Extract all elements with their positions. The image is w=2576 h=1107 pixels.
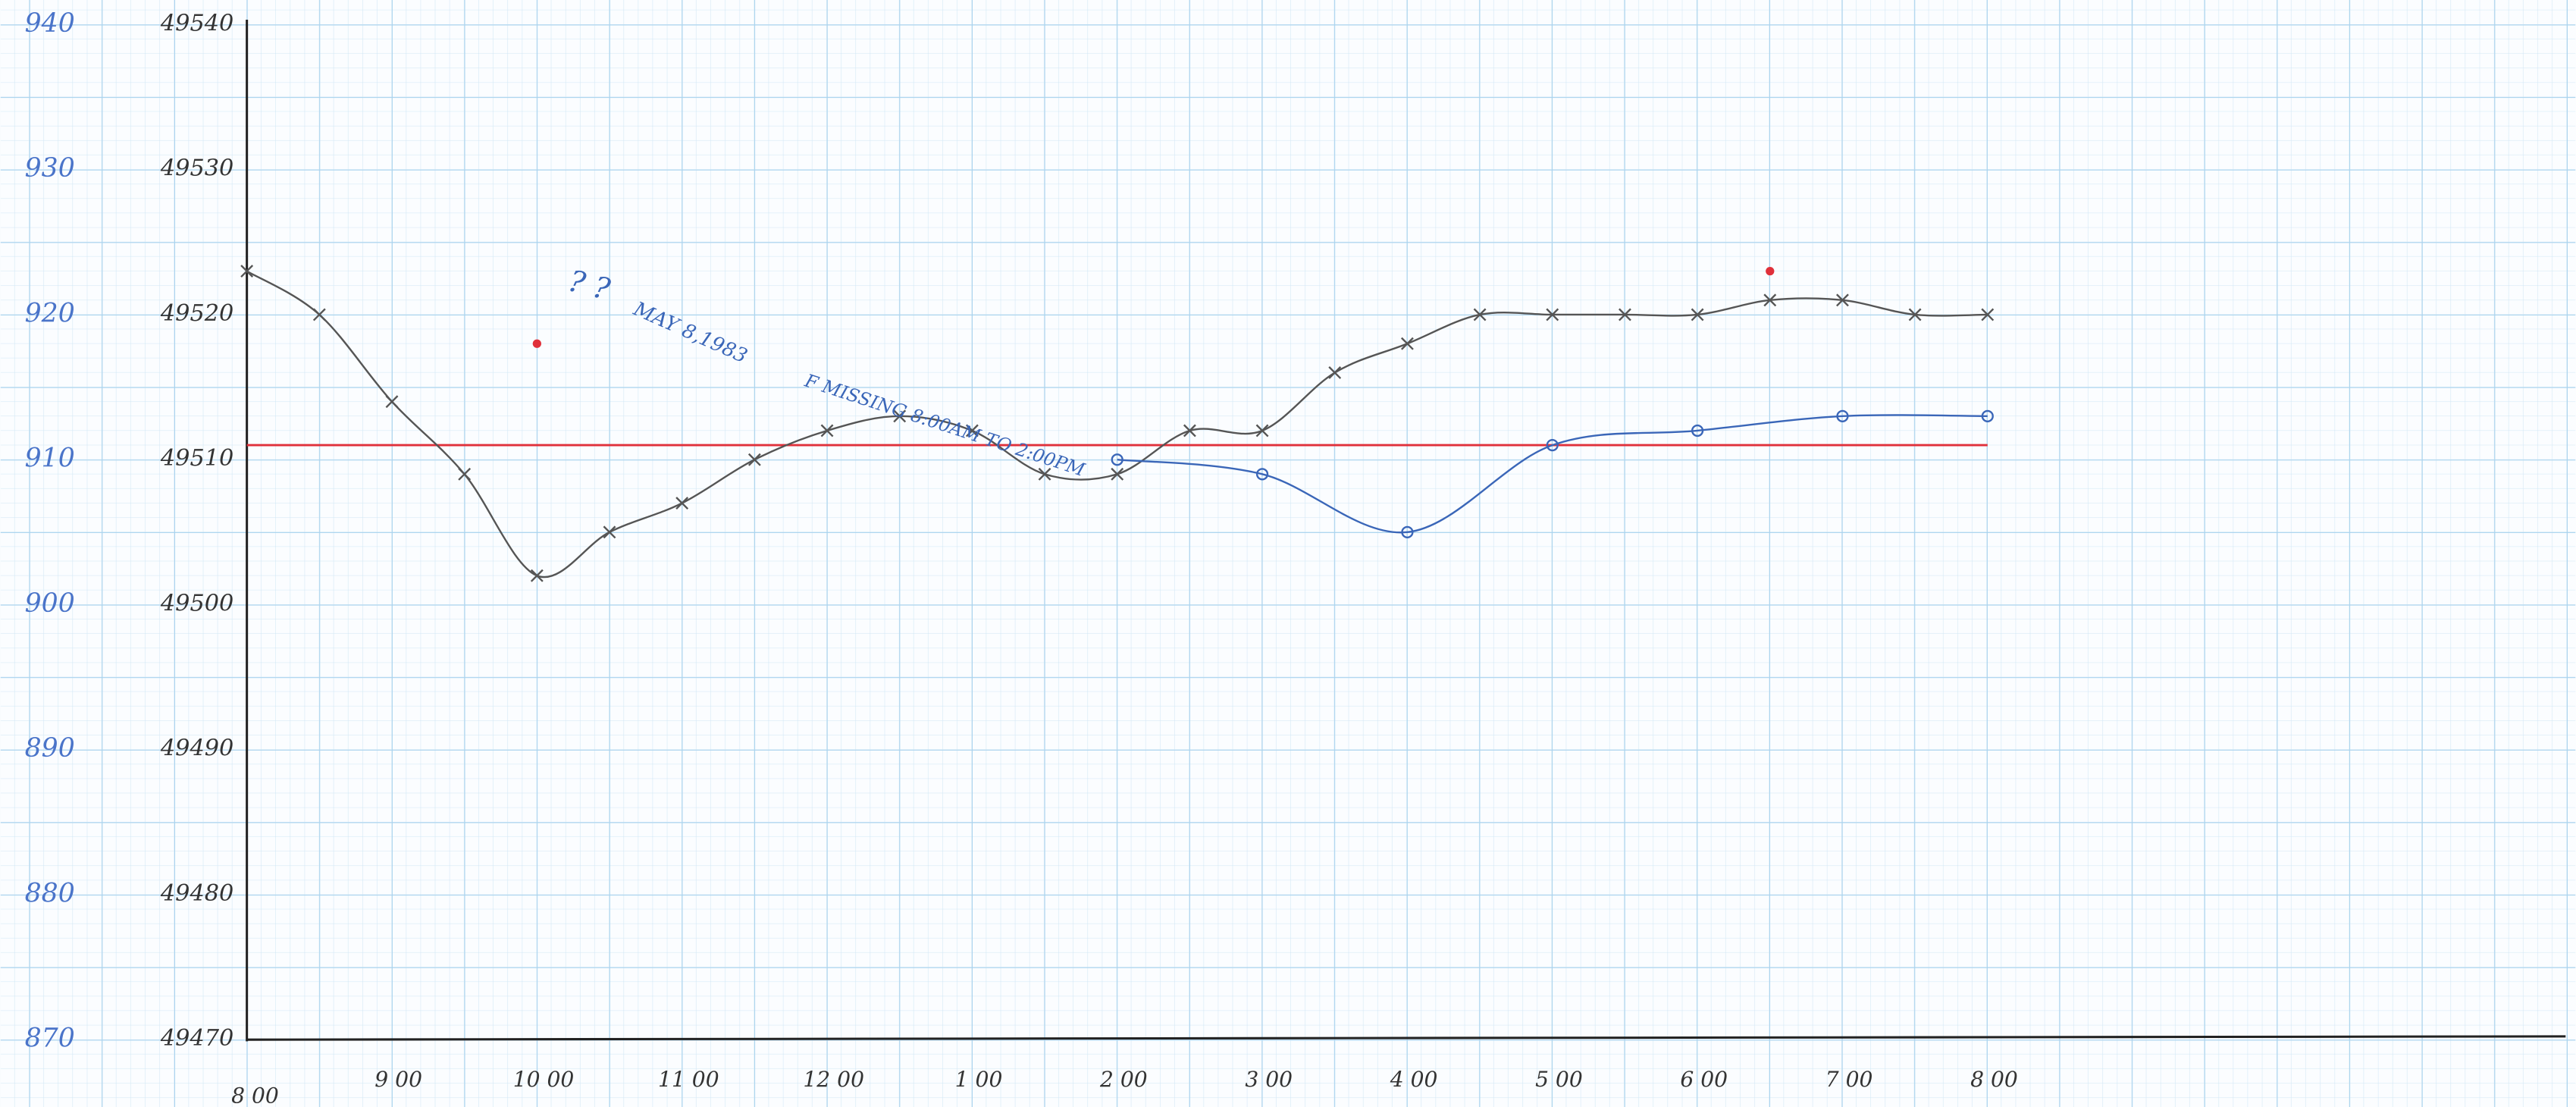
y2-tick-label: 880 (25, 878, 75, 908)
point-marker (1255, 424, 1269, 437)
y-tick-label: 49500 (160, 590, 233, 616)
red-dot (1766, 266, 1775, 276)
x-axis (246, 1035, 2566, 1041)
y2-tick-label: 930 (25, 153, 75, 183)
red-dot (532, 339, 541, 348)
x-tick-label: 8 00 (231, 1083, 279, 1107)
point-marker (240, 265, 254, 278)
point-marker (1691, 308, 1704, 321)
point-marker (1546, 308, 1559, 321)
y2-tick-label: 940 (25, 8, 75, 39)
x-tick-label: 5 00 (1535, 1067, 1583, 1092)
point-marker (1255, 468, 1269, 481)
point-marker (1473, 308, 1487, 321)
y-tick-label: 49470 (160, 1025, 233, 1052)
point-marker (1038, 467, 1051, 481)
x-tick-label: 3 00 (1245, 1067, 1293, 1092)
x-tick-label: 8 00 (1970, 1067, 2018, 1092)
x-tick-label: 12 00 (803, 1067, 864, 1092)
y2-tick-label: 900 (25, 588, 75, 619)
x-tick-label: 2 00 (1099, 1067, 1148, 1092)
y2-tick-label: 920 (25, 298, 75, 328)
point-marker (458, 467, 472, 481)
y2-tick-label: 910 (25, 444, 75, 474)
point-marker (1401, 525, 1414, 538)
x-tick-label: 7 00 (1825, 1067, 1873, 1092)
point-marker (603, 525, 616, 539)
y-tick-label: 49490 (160, 735, 233, 762)
point-marker (312, 308, 326, 321)
y-tick-label: 49540 (160, 10, 233, 36)
point-marker (1763, 293, 1777, 307)
point-marker (1981, 308, 1995, 321)
point-marker (1328, 366, 1342, 379)
point-marker (1836, 293, 1849, 307)
y-tick-label: 49480 (160, 880, 233, 907)
point-marker (1836, 409, 1849, 422)
point-marker (1619, 308, 1631, 321)
point-marker (385, 395, 399, 409)
point-marker (893, 409, 907, 423)
y-tick-label: 49510 (160, 445, 233, 472)
x-tick-label: 9 00 (374, 1067, 422, 1092)
y2-tick-label: 890 (25, 733, 75, 764)
series-line (1117, 414, 1988, 534)
point-marker (1908, 308, 1922, 321)
y2-tick-label: 870 (25, 1024, 75, 1054)
y-tick-label: 49520 (160, 300, 233, 327)
point-marker (1546, 438, 1559, 452)
series-line (246, 270, 1988, 579)
y-tick-label: 49530 (160, 155, 233, 182)
point-marker (530, 569, 544, 582)
point-marker (1400, 337, 1414, 350)
x-tick-label: 4 00 (1390, 1067, 1438, 1092)
point-marker (1183, 424, 1196, 437)
x-tick-label: 11 00 (658, 1067, 719, 1092)
point-marker (747, 453, 761, 466)
x-tick-label: 6 00 (1680, 1067, 1728, 1092)
x-tick-label: 10 00 (513, 1067, 575, 1092)
point-marker (965, 424, 979, 437)
point-marker (820, 424, 834, 437)
point-marker (1691, 424, 1704, 437)
x-tick-label: 1 00 (955, 1067, 1003, 1092)
point-marker (675, 497, 689, 510)
point-marker (1981, 409, 1994, 422)
point-marker (1111, 453, 1123, 466)
point-marker (1111, 467, 1124, 481)
